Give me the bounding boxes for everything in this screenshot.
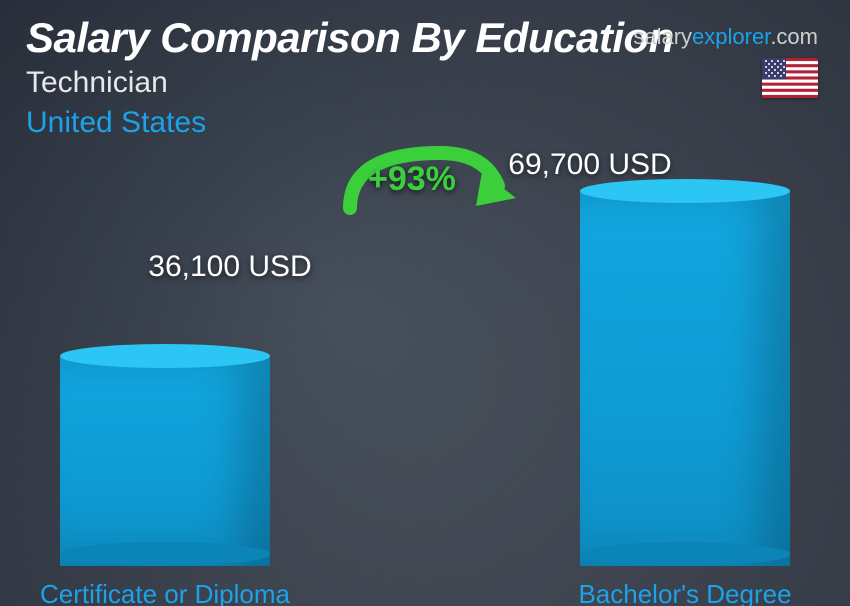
brand-label: salaryexplorer.com bbox=[633, 24, 818, 50]
bar-bottom-1 bbox=[580, 542, 790, 566]
bar-label-0: Certificate or Diploma bbox=[5, 579, 325, 606]
bar-front-1 bbox=[580, 191, 790, 566]
bar-body-1 bbox=[580, 191, 790, 566]
bar-value-1: 69,700 USD bbox=[440, 148, 740, 182]
subtitle-country: United States bbox=[26, 106, 206, 140]
bar-body-0 bbox=[60, 356, 270, 566]
brand-suffix: .com bbox=[770, 24, 818, 49]
bar-0: Certificate or Diploma bbox=[60, 356, 270, 566]
brand-prefix: salary bbox=[633, 24, 692, 49]
bar-1: Bachelor's Degree bbox=[580, 191, 790, 566]
page-title: Salary Comparison By Education bbox=[26, 14, 674, 62]
chart-canvas: Salary Comparison By Education Technicia… bbox=[0, 0, 850, 606]
brand-accent: explorer bbox=[692, 24, 770, 49]
bar-top-0 bbox=[60, 344, 270, 368]
bar-top-1 bbox=[580, 179, 790, 203]
bar-label-1: Bachelor's Degree bbox=[525, 579, 845, 606]
bar-value-0: 36,100 USD bbox=[80, 250, 380, 284]
subtitle-job: Technician bbox=[26, 66, 168, 100]
bar-bottom-0 bbox=[60, 542, 270, 566]
bar-front-0 bbox=[60, 356, 270, 566]
us-flag-icon bbox=[762, 58, 818, 98]
